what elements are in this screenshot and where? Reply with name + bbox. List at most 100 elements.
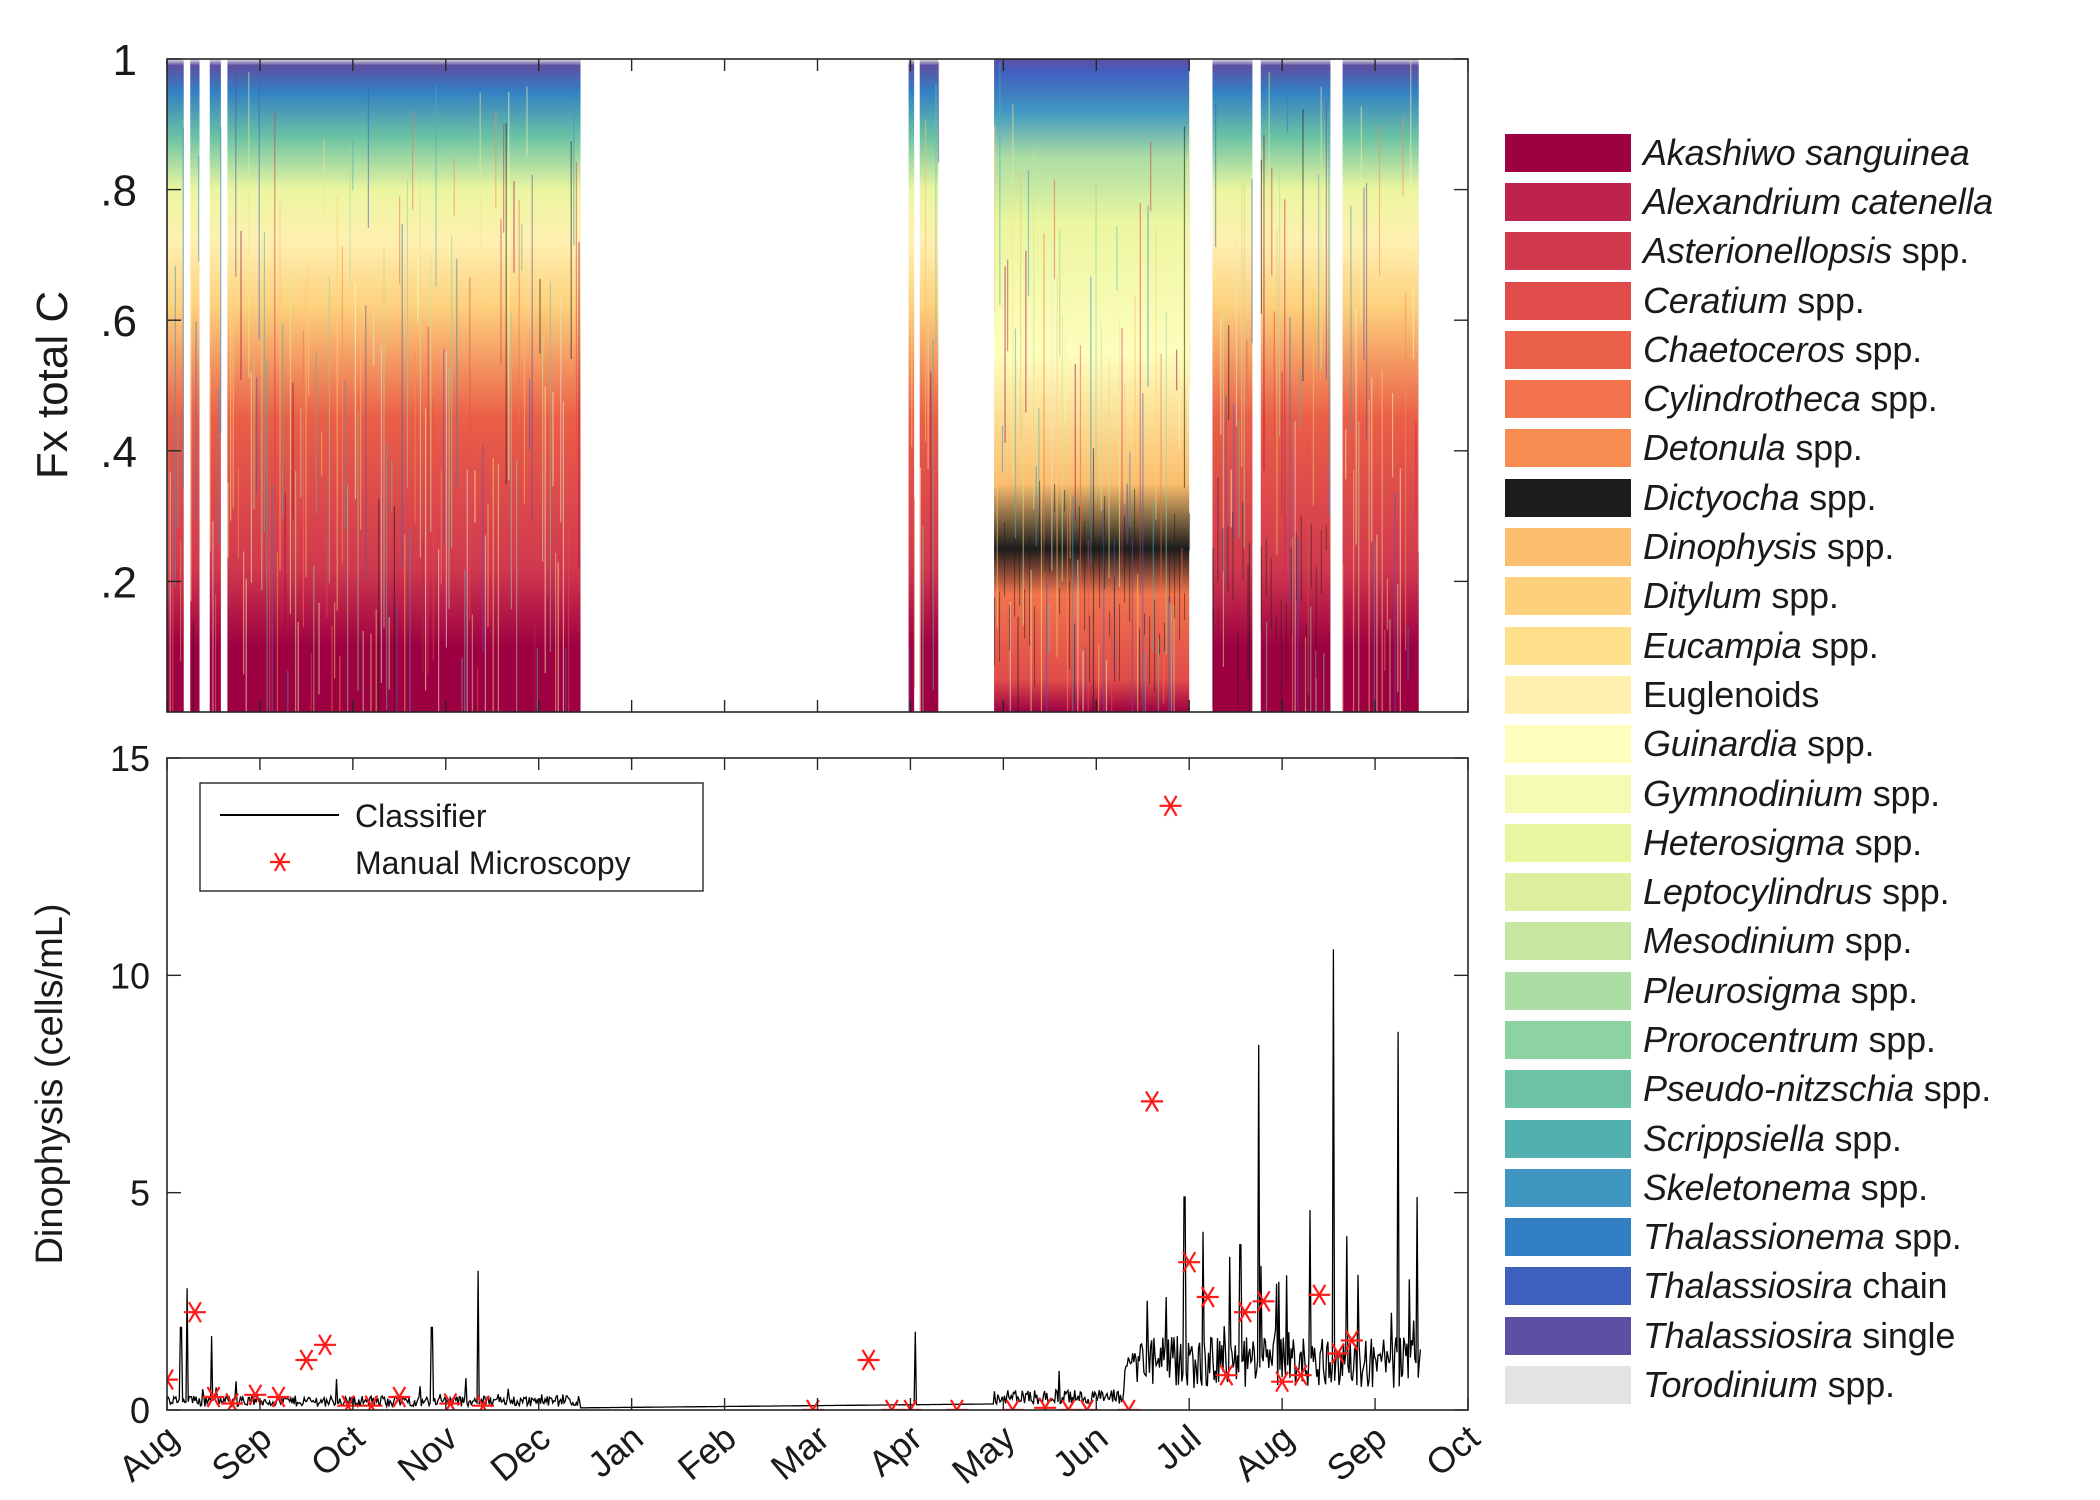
legend-entry: Detonula spp. [1505,424,2095,473]
sample-column-3 [500,219,502,365]
sample-column-3 [360,324,362,530]
x-tick-label: Aug [1226,1417,1301,1490]
sample-column-9 [1410,60,1412,252]
sample-column-1 [195,321,197,522]
sample-column-6 [1134,296,1136,468]
sample-column-9 [1397,583,1399,693]
sample-column-3 [568,495,570,712]
legend-entry: Mesodinium spp. [1505,917,2095,966]
sample-column-3 [539,278,541,354]
legend-label-suffix: spp. [1891,230,1969,272]
dictyocha-trace [1129,526,1131,622]
sample-column-8 [1284,199,1286,575]
legend-label-genus: Heterosigma [1643,821,1845,863]
dictyocha-trace [1109,611,1111,637]
x-tick-label: Sep [204,1417,279,1490]
legend-swatch [1505,380,1631,419]
dictyocha-trace [1300,515,1302,602]
sample-column-3 [269,471,271,712]
dictyocha-trace [1049,548,1051,572]
x-tick-label: Jun [1045,1417,1116,1486]
sample-column-3 [336,196,338,611]
legend-label-suffix: spp. [1862,772,1940,814]
sample-column-3 [573,100,575,246]
top-y-tick-label: .2 [100,558,137,607]
sample-column-8 [1294,420,1296,712]
legend-label-suffix: spp. [1824,1117,1902,1159]
bottom-y-tick-label: 0 [130,1390,150,1431]
legend-label-suffix: spp. [1817,1364,1895,1406]
sample-column-6 [1048,604,1050,653]
x-tick-label: Feb [670,1417,744,1488]
sample-column-3 [440,469,442,585]
microscopy-point [267,1386,290,1408]
sample-column-3 [448,367,450,609]
sample-column-3 [266,361,268,712]
classifier-line [167,949,1422,1409]
sample-column-3 [383,247,385,628]
sample-column-5 [932,339,934,690]
sample-column-3 [399,196,401,284]
sample-column-3 [375,609,377,712]
sample-column-5 [937,62,940,163]
legend-entry: Skeletonema spp. [1505,1163,2095,1212]
dictyocha-trace [1094,537,1096,560]
sample-column-9 [1342,564,1344,712]
sample-column-6 [1144,651,1147,712]
sample-column-6 [1150,141,1152,212]
sample-column-6 [1077,559,1079,712]
legend-label-suffix: single [1852,1314,1956,1356]
legend-label-suffix: spp. [1850,1166,1928,1208]
sample-column-6 [1038,408,1040,499]
legend-entry: Prorocentrum spp. [1505,1015,2095,1064]
dictyocha-trace [1222,528,1224,572]
sample-column-3 [367,85,370,228]
sample-column-9 [1355,307,1357,545]
sample-column-3 [295,470,297,712]
sample-column-6 [1053,179,1056,280]
sample-column-7 [1251,179,1253,344]
stacked-fraction-panel: .2 .4 .6 .8 1 Fx total C [28,36,1469,713]
sample-column-9 [1391,393,1394,477]
sample-column-6 [1105,660,1108,712]
x-tick-label: Mar [763,1417,837,1488]
dictyocha-trace [1242,502,1244,581]
dictyocha-trace [999,591,1001,662]
microscopy-point [472,1395,494,1410]
sample-column-6 [1157,637,1160,712]
legend-label: Pleurosigma spp. [1643,970,1918,1012]
dictyocha-trace [1044,541,1046,572]
sample-column-0 [172,492,174,712]
sample-column-3 [432,397,435,661]
sample-column-3 [443,348,445,544]
dictyocha-trace [1212,609,1214,707]
sample-column-6 [1004,266,1006,443]
sample-column-3 [422,537,424,674]
legend-label-genus: Scrippsiella [1643,1117,1825,1159]
legend-swatch [1505,1218,1631,1257]
sample-column-3 [362,630,364,712]
sample-column-3 [240,230,242,380]
sample-column-3 [557,562,559,712]
dictyocha-trace [1024,589,1026,639]
sample-column-3 [302,330,305,628]
x-tick-label: Sep [1319,1417,1394,1490]
sample-column-8 [1273,311,1275,553]
sampling-interval-2 [190,59,200,712]
dictyocha-trace [1154,599,1156,693]
sample-column-6 [1098,644,1100,712]
microscopy-point [388,1386,411,1408]
dictyocha-trace [1144,613,1146,636]
sample-column-6 [1126,483,1128,545]
dictyocha-trace [1237,630,1239,710]
sample-column-6 [1069,473,1071,559]
sample-column-7 [1212,548,1214,631]
legend-swatch [1505,1119,1631,1158]
microscopy-point [1159,795,1182,817]
microscopy-point [899,1399,922,1410]
sample-column-3 [248,71,250,378]
sample-column-3 [282,322,284,519]
microscopy-point [360,1395,383,1410]
dictyocha-trace [1260,545,1262,631]
sample-column-8 [1265,622,1268,712]
